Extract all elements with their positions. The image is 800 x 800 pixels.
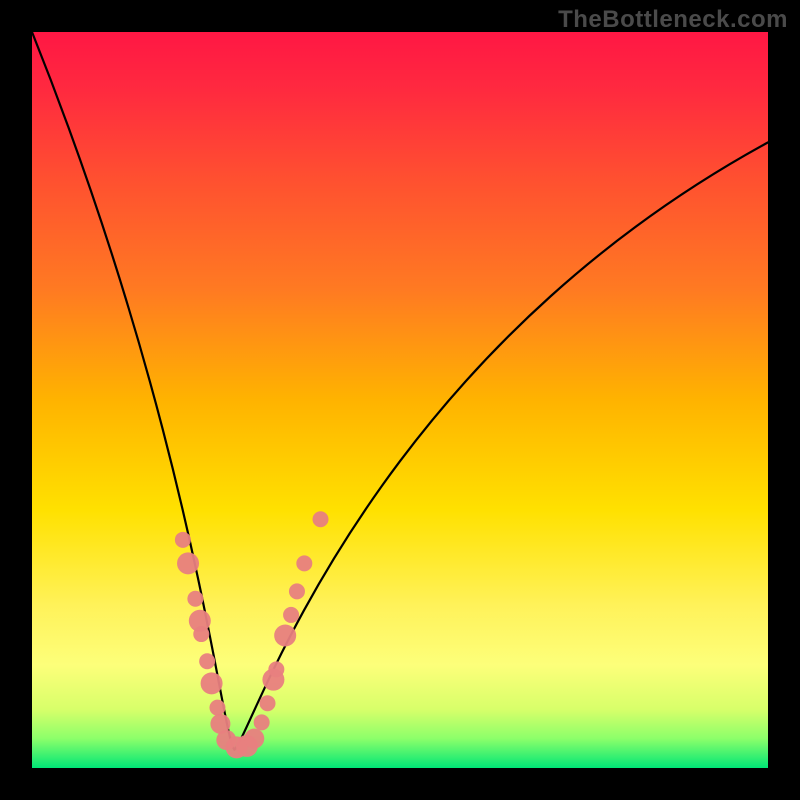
- data-marker: [199, 653, 215, 669]
- data-marker: [254, 714, 270, 730]
- data-marker: [313, 511, 329, 527]
- data-marker: [187, 591, 203, 607]
- data-marker: [274, 625, 296, 647]
- data-marker: [260, 695, 276, 711]
- data-marker: [283, 607, 299, 623]
- gradient-background: [32, 32, 768, 768]
- data-marker: [201, 672, 223, 694]
- watermark-text: TheBottleneck.com: [558, 6, 788, 34]
- data-marker: [175, 532, 191, 548]
- data-marker: [209, 700, 225, 716]
- data-marker: [296, 555, 312, 571]
- chart-svg: [0, 0, 800, 800]
- data-marker: [177, 552, 199, 574]
- data-marker: [289, 583, 305, 599]
- data-marker: [268, 661, 284, 677]
- data-marker: [244, 729, 264, 749]
- data-marker: [193, 626, 209, 642]
- chart-frame: TheBottleneck.com: [0, 0, 800, 800]
